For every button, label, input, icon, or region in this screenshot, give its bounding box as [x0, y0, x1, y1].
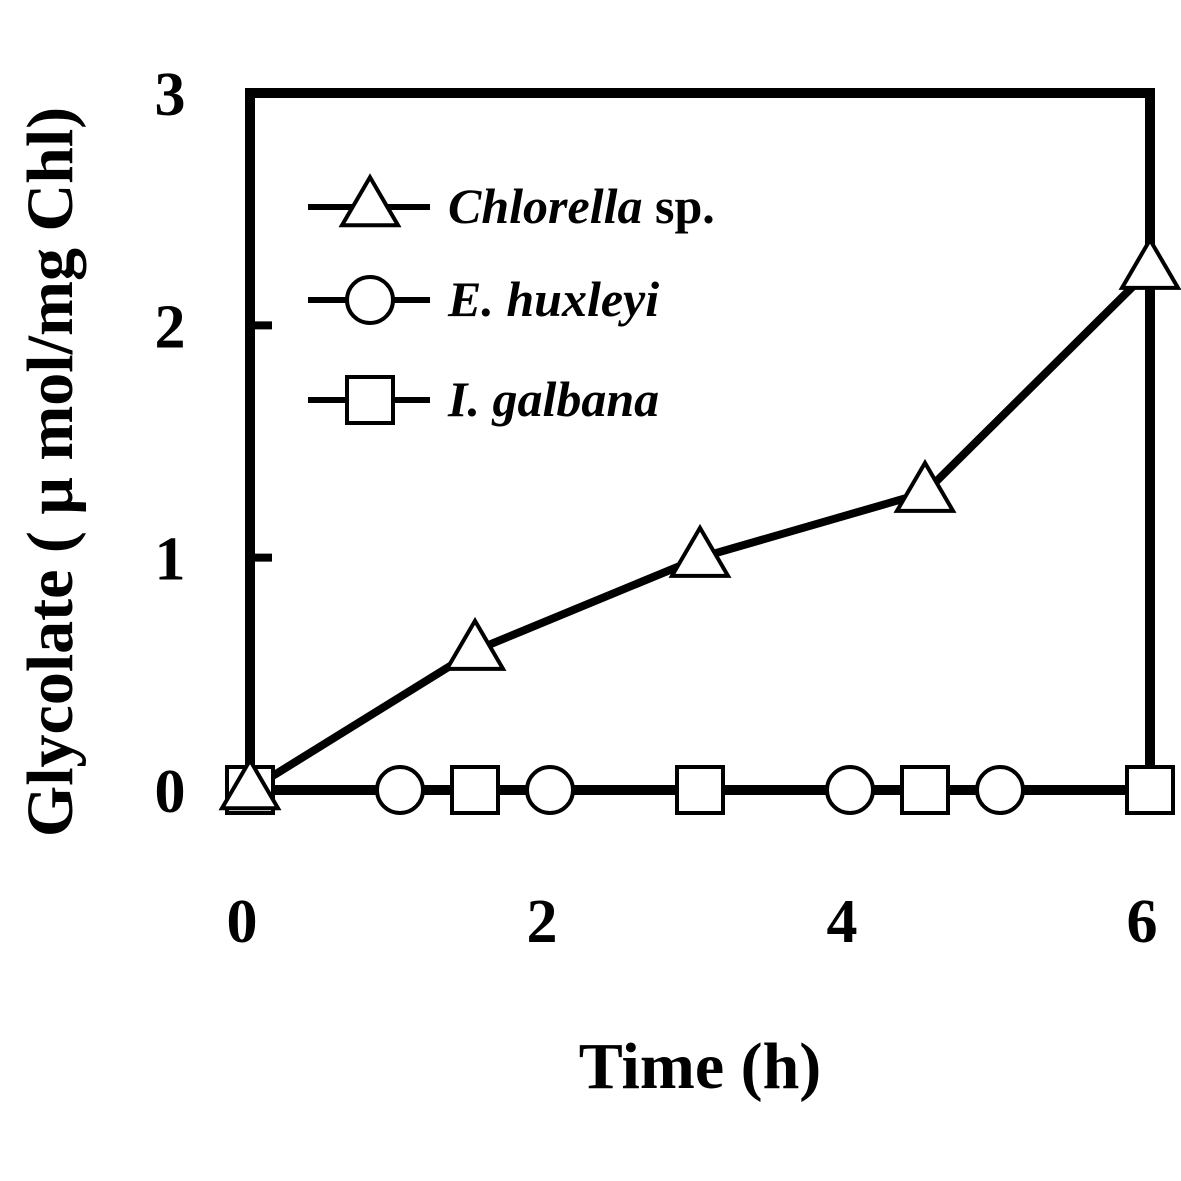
legend-marker-circle — [345, 275, 395, 325]
data-point-circle — [525, 765, 575, 815]
x-tick-label: 0 — [227, 888, 258, 956]
legend-label: I. galbana — [447, 371, 659, 427]
y-tick-label: 2 — [155, 293, 186, 361]
legend-label: E. huxleyi — [447, 271, 659, 327]
data-point-square — [450, 765, 500, 815]
data-point-square — [675, 765, 725, 815]
data-point-triangle — [668, 523, 732, 578]
data-point-circle — [825, 765, 875, 815]
y-axis: 0 1 2 3 — [155, 61, 272, 826]
x-axis: 0 2 4 6 — [227, 888, 1158, 956]
y-axis-title: Glycolate ( μ mol/mg Chl) — [14, 107, 87, 837]
data-point-triangle — [218, 756, 282, 811]
data-point-triangle — [893, 458, 957, 513]
legend-label: Chlorella sp. — [448, 178, 715, 234]
data-point-square — [900, 765, 950, 815]
y-tick-label: 0 — [155, 758, 186, 826]
series-markers — [218, 235, 1181, 815]
y-tick-label: 1 — [155, 526, 186, 594]
x-tick-label: 2 — [527, 888, 558, 956]
x-tick-label: 6 — [1127, 888, 1158, 956]
legend-marker-triangle — [338, 173, 402, 228]
data-point-square — [1125, 765, 1175, 815]
data-point-triangle — [443, 616, 507, 671]
data-point-circle — [975, 765, 1025, 815]
legend-marker-square — [345, 375, 395, 425]
x-axis-title: Time (h) — [579, 1030, 822, 1103]
legend: Chlorella sp. E. huxleyi I. galbana — [308, 173, 715, 427]
data-point-circle — [375, 765, 425, 815]
y-tick-label: 3 — [155, 61, 186, 129]
x-tick-label: 4 — [827, 888, 858, 956]
data-point-triangle — [1118, 235, 1181, 290]
